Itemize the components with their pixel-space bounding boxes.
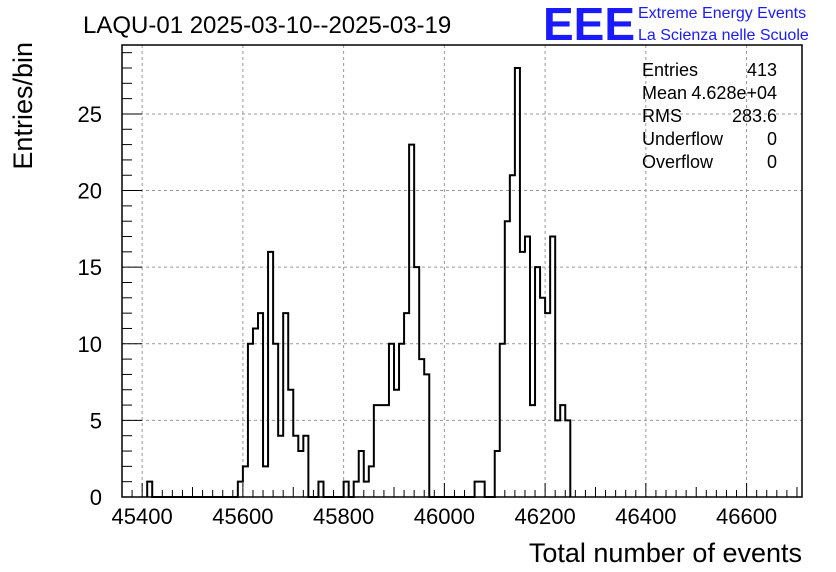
x-tick-label: 46000 [414,504,475,529]
x-tick-label: 45400 [112,504,173,529]
x-tick-labels: 45400 45600 45800 46000 46200 46400 46600 [112,504,778,529]
eee-logo-mark: EEE [543,0,635,50]
y-tick-labels: 0 5 10 15 20 25 [78,102,102,510]
grid-lines [122,45,802,497]
stats-entries-label: Entries [642,60,698,80]
stats-mean-value: 4.628e+04 [691,83,777,103]
x-tick-label: 45600 [212,504,273,529]
histogram-step-line [146,66,572,498]
y-axis-title: Entries/bin [8,42,38,170]
y-tick-label: 10 [78,332,102,357]
stats-rms-label: RMS [642,106,682,126]
plot-frame [121,44,803,498]
x-tick-label: 46400 [615,504,676,529]
axis-ticks [122,52,798,498]
stats-overflow-value: 0 [767,152,777,172]
stats-overflow-label: Overflow [642,152,714,172]
y-tick-label: 0 [90,485,102,510]
x-tick-label: 46600 [716,504,777,529]
x-tick-label: 45800 [313,504,374,529]
stats-rms-value: 283.6 [732,106,777,126]
y-tick-label: 15 [78,255,102,280]
stats-underflow-label: Underflow [642,129,724,149]
eee-logo-line1: Extreme Energy Events [638,5,806,22]
eee-logo-line2: La Scienza nelle Scuole [638,27,809,44]
y-tick-label: 25 [78,102,102,127]
stats-underflow-value: 0 [767,129,777,149]
stats-entries-value: 413 [747,60,777,80]
y-tick-label: 5 [90,408,102,433]
stats-mean-label: Mean [642,83,687,103]
y-tick-label: 20 [78,179,102,204]
chart-title: LAQU-01 2025-03-10--2025-03-19 [83,12,451,39]
eee-logo: EEE Extreme Energy Events La Scienza nel… [543,0,809,50]
x-axis-title: Total number of events [529,538,802,568]
x-tick-label: 46200 [515,504,576,529]
stats-box: Entries 413 Mean 4.628e+04 RMS 283.6 Und… [642,60,777,172]
histogram-series [146,66,572,498]
